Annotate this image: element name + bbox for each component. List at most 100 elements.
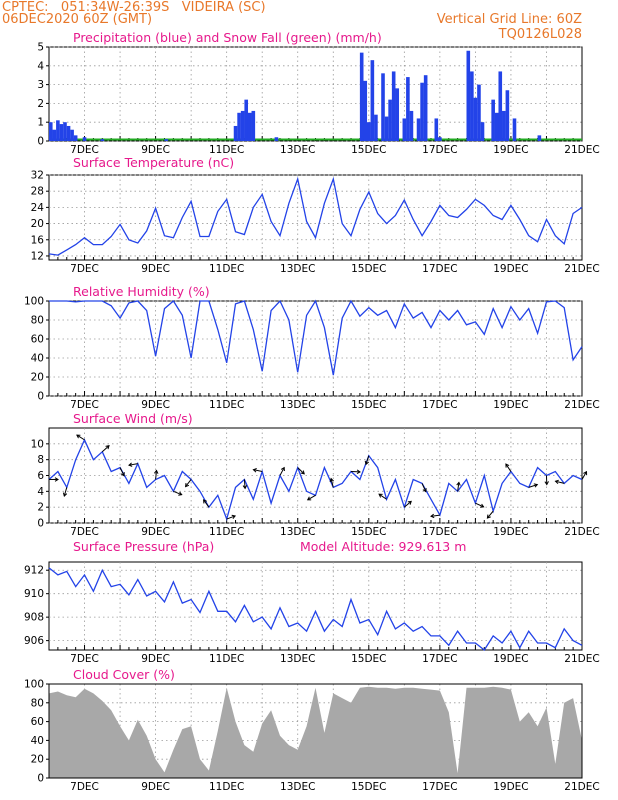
wind-xtick-label: 13DEC <box>280 526 315 538</box>
cloud-xtick-label: 11DEC <box>209 781 244 793</box>
wind-arrow-head <box>105 445 110 450</box>
precip-bar <box>82 137 87 141</box>
precip-bar <box>381 73 385 141</box>
precip-xtick-label: 15DEC <box>351 144 386 156</box>
precip-bar <box>416 118 421 141</box>
wind-arrow-head <box>76 434 81 439</box>
vertical-grid-note: Vertical Grid Line: 60Z <box>436 12 582 27</box>
precip-bar <box>434 118 439 141</box>
cloud-frame-overlay <box>48 683 583 779</box>
precip-bar <box>502 110 506 141</box>
temperature-ytick-label: 28 <box>31 186 44 198</box>
wind-arrow <box>365 455 370 465</box>
humidity-ytick-label: 60 <box>31 334 44 346</box>
precip-bar <box>470 71 474 141</box>
wind-xtick-label: 17DEC <box>422 526 457 538</box>
precip-ytick-label: 2 <box>37 98 44 110</box>
wind-arrow-head <box>456 481 461 486</box>
wind-arrow-head <box>364 460 370 466</box>
cloud-title: Cloud Cover (%) <box>73 667 175 682</box>
pressure-xtick-label: 15DEC <box>351 653 386 665</box>
precip-bar <box>66 125 71 141</box>
pressure-xtick-label: 7DEC <box>70 653 99 665</box>
cloud-ytick-label: 80 <box>31 697 44 709</box>
pressure-frame <box>48 561 583 651</box>
precip-bar <box>48 122 53 141</box>
wind-ytick-label: 4 <box>37 486 44 498</box>
wind-arrow-head <box>153 469 159 474</box>
humidity-frame <box>48 300 583 397</box>
wind-arrow-head <box>554 479 559 485</box>
wind-arrow-head <box>178 491 183 496</box>
wind-arrow-head <box>120 472 125 477</box>
humidity-ytick-label: 0 <box>37 391 44 403</box>
precip-bar <box>70 129 74 141</box>
wind-arrow-head <box>242 485 248 490</box>
wind-arrow-head <box>533 483 539 488</box>
station-title: CPTEC: 051:34W-26:39S VIDEIRA (SC) <box>2 0 266 15</box>
humidity-xtick-label: 9DEC <box>141 399 170 411</box>
precip-bar <box>473 97 478 141</box>
wind-arrow <box>581 471 587 480</box>
wind-arrow <box>307 494 316 501</box>
precip-bar <box>491 99 495 141</box>
wind-arrow <box>421 483 427 492</box>
header: CPTEC: 051:34W-26:39S VIDEIRA (SC) 06DEC… <box>0 0 618 42</box>
wind-arrow <box>253 469 263 473</box>
precip-xtick-label: 13DEC <box>280 144 315 156</box>
pressure-xtick-label: 11DEC <box>209 653 244 665</box>
wind-arrow <box>297 467 305 475</box>
wind-xtick-label: 9DEC <box>141 526 170 538</box>
precip-bar <box>274 137 279 141</box>
pressure-title: Surface Pressure (hPa) <box>73 539 214 554</box>
precip-ytick-label: 0 <box>37 136 44 148</box>
wind-arrow-head <box>356 469 361 475</box>
wind-arrow <box>63 487 68 497</box>
precip-bar <box>402 118 407 141</box>
pressure-xtick-label: 9DEC <box>141 653 170 665</box>
cloud-xtick-label: 21DEC <box>564 781 599 793</box>
wind-arrow-head <box>203 499 208 504</box>
temperature-series-line <box>48 176 583 256</box>
humidity-xtick-label: 13DEC <box>280 399 315 411</box>
wind-arrow-head <box>486 514 491 519</box>
precip-xtick-label: 19DEC <box>493 144 528 156</box>
precip-xtick-label: 9DEC <box>141 144 170 156</box>
humidity-title: Relative Humidity (%) <box>73 284 210 299</box>
precip-bar <box>494 112 499 141</box>
precip-bar <box>498 71 503 141</box>
precip-bar <box>59 124 64 141</box>
wind-arrow <box>185 479 192 487</box>
cloud-xtick-label: 9DEC <box>141 781 170 793</box>
wind-arrow <box>528 484 538 488</box>
precip-bar <box>73 135 78 141</box>
wind-arrow <box>203 499 210 508</box>
temperature-ytick-label: 32 <box>31 170 44 182</box>
pressure-xtick-label: 13DEC <box>280 653 315 665</box>
wind-arrow-head <box>231 514 237 520</box>
precip-bar <box>367 122 371 141</box>
wind-arrow <box>155 470 158 480</box>
pressure-ytick-label: 906 <box>24 635 44 647</box>
wind-arrow-head <box>128 462 133 467</box>
humidity-xtick-label: 15DEC <box>351 399 386 411</box>
run-datetime: 06DEC2020 60Z (GMT) <box>2 12 153 27</box>
precip-bar <box>420 82 424 141</box>
precip-bar <box>100 139 105 141</box>
cloud-ytick-label: 100 <box>24 679 44 691</box>
wind-arrow <box>101 445 110 453</box>
precip-bar <box>477 84 481 141</box>
temperature-ytick-label: 12 <box>31 250 44 262</box>
precip-xtick-label: 21DEC <box>564 144 599 156</box>
wind-arrow <box>279 467 285 476</box>
humidity-ytick-label: 100 <box>24 296 44 308</box>
precip-bar <box>247 112 252 141</box>
wind-ytick-label: 6 <box>37 470 44 482</box>
cloud-ytick-label: 60 <box>31 716 44 728</box>
wind-arrow <box>555 480 565 484</box>
precip-bar <box>359 52 364 141</box>
cloud-xtick-label: 7DEC <box>70 781 99 793</box>
precip-bar <box>466 50 471 142</box>
wind-arrow <box>475 502 484 508</box>
precip-bar <box>374 114 378 141</box>
